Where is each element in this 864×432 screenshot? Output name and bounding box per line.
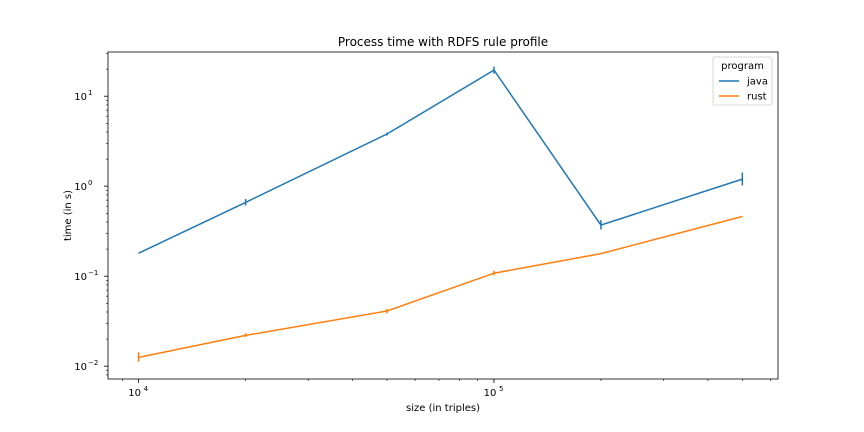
x-tick-label: 10 [484, 388, 497, 399]
y-tick-label: 10 [74, 182, 87, 193]
legend-label-java: java [746, 77, 768, 88]
chart-title: Process time with RDFS rule profile [338, 35, 548, 49]
x-tick-label-exponent: 5 [499, 385, 503, 393]
y-tick-label: 10 [74, 272, 87, 283]
legend-label-rust: rust [747, 92, 767, 103]
y-axis-label: time (in s) [63, 190, 74, 241]
x-tick-label-exponent: 4 [144, 385, 149, 393]
series-line-java [138, 69, 743, 254]
plot-frame [107, 51, 779, 380]
x-tick-label: 10 [128, 388, 141, 399]
legend-frame [712, 56, 773, 106]
series-line-rust [138, 215, 743, 359]
y-tick-label: 10 [74, 92, 87, 103]
y-tick-label-exponent: 0 [88, 179, 92, 187]
series-group [137, 66, 744, 362]
y-tick-label-exponent: −2 [88, 359, 98, 367]
legend: program java rust [712, 56, 773, 106]
y-tick-label-exponent: −1 [88, 269, 98, 277]
legend-title: program [721, 61, 764, 72]
y-tick-label: 10 [74, 362, 87, 373]
y-tick-label-exponent: 1 [88, 89, 92, 97]
x-axis-label: size (in triples) [406, 403, 480, 414]
